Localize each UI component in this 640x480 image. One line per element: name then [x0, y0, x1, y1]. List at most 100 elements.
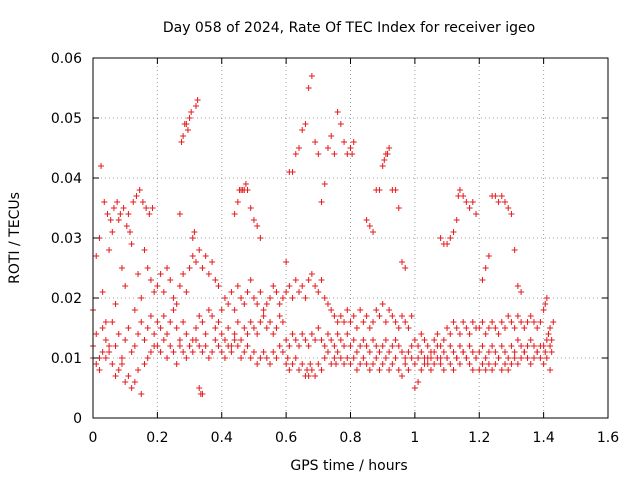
- data-point: [444, 355, 451, 361]
- data-point: [373, 307, 380, 313]
- data-point: [514, 313, 521, 319]
- x-tick-label: 0: [89, 430, 98, 446]
- data-point: [205, 307, 212, 313]
- data-point: [466, 343, 473, 349]
- data-point: [360, 355, 367, 361]
- data-point: [250, 295, 257, 301]
- data-point: [231, 337, 238, 343]
- data-point: [363, 361, 370, 367]
- data-point: [421, 337, 428, 343]
- data-point: [128, 241, 135, 247]
- data-point: [476, 349, 483, 355]
- data-point: [427, 367, 434, 373]
- data-point: [247, 355, 254, 361]
- data-point: [312, 283, 319, 289]
- data-point: [173, 361, 180, 367]
- data-point: [212, 337, 219, 343]
- data-point: [234, 283, 241, 289]
- data-point: [456, 343, 463, 349]
- data-point: [131, 307, 138, 313]
- data-point: [260, 349, 267, 355]
- data-point: [382, 355, 389, 361]
- data-point: [350, 355, 357, 361]
- data-point: [411, 385, 418, 391]
- data-point: [382, 337, 389, 343]
- data-point: [347, 343, 354, 349]
- data-point: [341, 319, 348, 325]
- data-point: [209, 259, 216, 265]
- data-point: [379, 163, 386, 169]
- data-point: [308, 331, 315, 337]
- data-point: [460, 319, 467, 325]
- data-point: [154, 283, 161, 289]
- data-point: [305, 85, 312, 91]
- data-point: [292, 337, 299, 343]
- data-point: [389, 361, 396, 367]
- data-point: [194, 97, 201, 103]
- data-point: [312, 373, 319, 379]
- data-point: [434, 331, 441, 337]
- data-point: [244, 187, 251, 193]
- data-point: [186, 343, 193, 349]
- data-point: [333, 361, 340, 367]
- data-point: [350, 313, 357, 319]
- data-point: [99, 325, 106, 331]
- data-point: [149, 205, 156, 211]
- data-point: [141, 337, 148, 343]
- data-point: [505, 367, 512, 373]
- data-point: [498, 319, 505, 325]
- data-point: [234, 319, 241, 325]
- data-point: [440, 367, 447, 373]
- data-point: [366, 325, 373, 331]
- data-point: [382, 319, 389, 325]
- data-point: [540, 343, 547, 349]
- data-point: [296, 145, 302, 151]
- data-point: [225, 301, 232, 307]
- data-point: [283, 361, 290, 367]
- data-point: [347, 361, 354, 367]
- data-point: [242, 181, 249, 187]
- data-point: [147, 313, 154, 319]
- data-point: [437, 235, 444, 241]
- data-point: [328, 133, 335, 139]
- data-point: [489, 319, 496, 325]
- data-point: [392, 337, 399, 343]
- data-point: [296, 343, 302, 349]
- data-point: [447, 361, 454, 367]
- data-point: [189, 235, 196, 241]
- data-point: [308, 367, 315, 373]
- data-point: [296, 289, 302, 295]
- data-point: [117, 211, 124, 217]
- data-point: [205, 355, 212, 361]
- data-point: [540, 307, 547, 313]
- data-point: [115, 217, 122, 223]
- data-point: [315, 361, 322, 367]
- data-point: [254, 361, 261, 367]
- data-point: [447, 235, 454, 241]
- data-point: [405, 325, 412, 331]
- data-point: [202, 331, 209, 337]
- data-point: [347, 319, 354, 325]
- data-point: [125, 325, 132, 331]
- data-point: [191, 229, 198, 235]
- data-point: [469, 199, 476, 205]
- data-point: [241, 349, 248, 355]
- data-point: [421, 361, 428, 367]
- data-point: [476, 325, 483, 331]
- data-point: [444, 241, 451, 247]
- data-point: [537, 319, 544, 325]
- data-point: [154, 343, 161, 349]
- data-point: [521, 349, 528, 355]
- data-point: [109, 229, 116, 235]
- data-point: [299, 361, 306, 367]
- data-point: [514, 337, 521, 343]
- data-point: [250, 217, 257, 223]
- data-point: [231, 331, 238, 337]
- data-point: [408, 355, 415, 361]
- data-point: [286, 343, 293, 349]
- data-point: [199, 391, 206, 397]
- data-point: [263, 355, 270, 361]
- data-point: [178, 139, 185, 145]
- data-point: [482, 331, 489, 337]
- data-point: [292, 151, 299, 157]
